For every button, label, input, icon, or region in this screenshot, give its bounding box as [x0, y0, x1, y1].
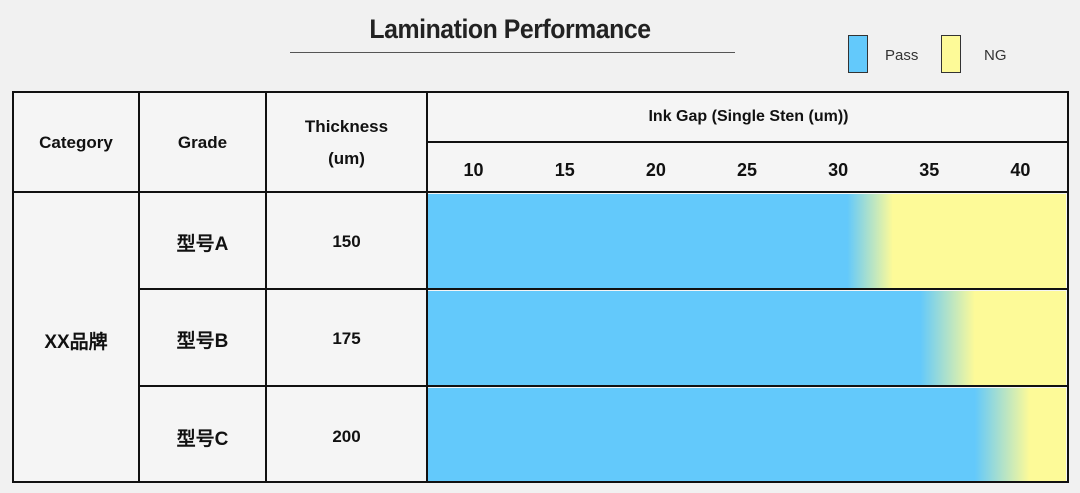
row-c-performance-bar: [428, 388, 1066, 481]
grid-line: [138, 385, 1069, 387]
grade-header: Grade: [177, 133, 228, 152]
grid-line: [426, 91, 428, 483]
thickness-cell-b: 175: [332, 329, 361, 348]
grid-line: [138, 288, 1069, 290]
legend-ng-swatch: [941, 35, 961, 73]
legend-ng-label: NG: [984, 47, 1007, 64]
grid-line: [12, 191, 1069, 193]
x-tick-label: 20: [645, 160, 666, 180]
x-tick-label: 15: [554, 160, 575, 180]
title-underline: [290, 52, 735, 53]
grade-cell-c: 型号C: [176, 429, 229, 450]
category-header: Category: [39, 133, 113, 152]
x-tick-label: 35: [919, 160, 940, 180]
x-tick-label: 25: [736, 160, 758, 180]
thickness-unit: (um): [328, 149, 365, 168]
grid-line: [138, 91, 140, 483]
chart-title: Lamination Performance: [369, 14, 651, 44]
legend-pass-label: Pass: [885, 47, 919, 64]
row-a-performance-bar: [428, 194, 1066, 289]
thickness-header: Thickness: [304, 117, 389, 136]
x-tick-label: 40: [1010, 160, 1031, 180]
thickness-cell-a: 150: [332, 232, 361, 251]
grade-cell-b: 型号B: [176, 331, 229, 352]
x-tick-label: 10: [463, 160, 484, 180]
grade-cell-a: 型号A: [176, 234, 229, 255]
x-tick-label: 30: [828, 160, 849, 180]
ink-gap-header: Ink Gap (Single Sten (um)): [648, 108, 849, 125]
grid-line: [426, 141, 1069, 143]
legend-pass-swatch: [848, 35, 868, 73]
thickness-cell-c: 200: [332, 427, 361, 446]
row-b-performance-bar: [428, 291, 1066, 386]
category-cell: XX品牌: [44, 332, 108, 353]
grid-line: [265, 91, 267, 483]
